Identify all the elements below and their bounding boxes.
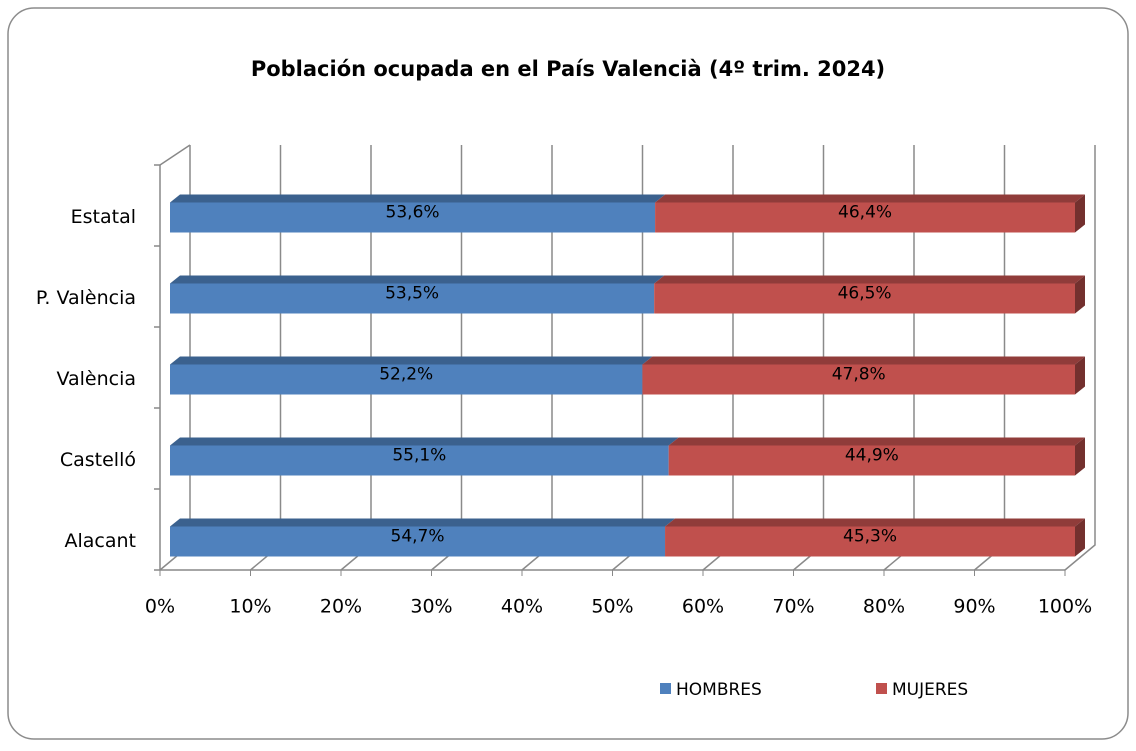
y-tick-label: P. València [36, 287, 136, 309]
legend-label: MUJERES [892, 680, 968, 700]
bar-top [170, 518, 676, 527]
y-tick-label: València [56, 368, 136, 390]
bar [668, 445, 1075, 476]
legend-swatch [660, 683, 671, 694]
x-tick-label: 90% [953, 596, 995, 618]
legend-swatch [876, 683, 887, 694]
x-tick-label: 20% [320, 596, 362, 618]
axis-wall [159, 144, 191, 166]
bar-top [170, 356, 653, 365]
x-tick-label: 50% [591, 596, 633, 618]
x-tick-label: 0% [145, 596, 175, 618]
data-label: 55,1% [392, 446, 446, 466]
y-tick-label: Estatal [71, 206, 136, 228]
bar [170, 526, 666, 557]
legend-label: HOMBRES [676, 680, 762, 700]
data-label: 45,3% [843, 527, 897, 547]
y-tick-label: Castelló [60, 449, 136, 471]
bar-top [170, 194, 666, 203]
bar-top [170, 437, 679, 446]
bar-side [1075, 518, 1085, 557]
data-label: 46,4% [838, 203, 892, 223]
bar [170, 202, 656, 233]
bar-side [1075, 437, 1085, 476]
x-tick-label: 40% [501, 596, 543, 618]
chart-title: Población ocupada en el País Valencià (4… [251, 57, 885, 81]
grid-line [1064, 145, 1096, 571]
bar [170, 445, 669, 476]
data-label: 54,7% [391, 527, 445, 547]
bar-top [654, 275, 1085, 284]
data-label: 44,9% [845, 446, 899, 466]
bar-side [1075, 356, 1085, 395]
bar [642, 364, 1075, 395]
bar-top [655, 194, 1085, 203]
data-label: 47,8% [832, 365, 886, 385]
x-tick-label: 100% [1038, 596, 1092, 618]
x-tick-label: 30% [410, 596, 452, 618]
bar [170, 283, 655, 314]
bar-top [170, 275, 665, 284]
data-label: 52,2% [379, 365, 433, 385]
data-label: 46,5% [838, 284, 892, 304]
bar-top [668, 437, 1085, 446]
data-label: 53,6% [386, 203, 440, 223]
bar [665, 526, 1075, 557]
bar-top [665, 518, 1085, 527]
x-tick-label: 60% [682, 596, 724, 618]
bar-side [1075, 194, 1085, 233]
x-tick-label: 70% [772, 596, 814, 618]
bar [170, 364, 643, 395]
data-label: 53,5% [385, 284, 439, 304]
bar-side [1075, 275, 1085, 314]
x-tick-label: 80% [863, 596, 905, 618]
bar [655, 202, 1075, 233]
y-tick-label: Alacant [64, 530, 136, 552]
bar [654, 283, 1075, 314]
x-tick-label: 10% [229, 596, 271, 618]
bar-top [642, 356, 1085, 365]
